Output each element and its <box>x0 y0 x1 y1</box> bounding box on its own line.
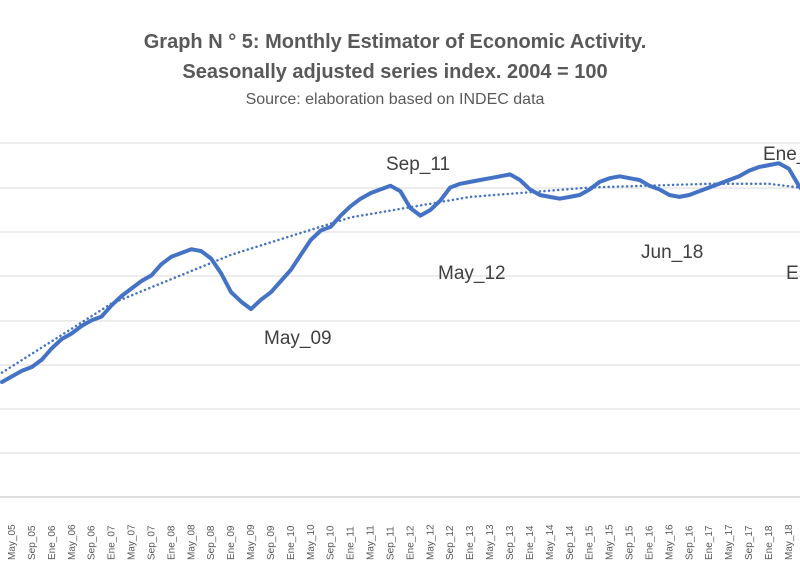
x-tick-label: Ene_13 <box>465 525 476 560</box>
x-tick-label: May_05 <box>7 524 18 560</box>
x-tick-label: Sep_09 <box>266 525 277 560</box>
x-tick-label: Sep_10 <box>326 525 337 560</box>
x-tick-label: Sep_13 <box>505 525 516 560</box>
x-tick-label: May_12 <box>425 524 436 560</box>
x-tick-label: May_06 <box>67 524 78 560</box>
x-axis-ticks: May_05 Sep_05 Ene_06 May_06 Sep_06 Ene_07 May_… <box>7 524 795 560</box>
x-tick-label: Sep_14 <box>565 525 576 560</box>
x-tick-label: May_07 <box>127 524 138 560</box>
annotation-label: May_09 <box>264 328 332 349</box>
x-tick-label: May_16 <box>664 524 675 560</box>
x-tick-label: Sep_08 <box>206 525 217 560</box>
x-tick-label: Ene_18 <box>764 525 775 560</box>
x-tick-label: Ene_08 <box>166 525 177 560</box>
x-tick-label: May_15 <box>605 524 616 560</box>
annotation-label: Ene_ <box>763 144 800 165</box>
x-tick-label: Ene_14 <box>525 525 536 560</box>
x-tick-label: Sep_15 <box>625 525 636 560</box>
chart-subtitle: Source: elaboration based on INDEC data <box>245 91 545 108</box>
x-tick-label: Sep_05 <box>27 525 38 560</box>
x-tick-label: Ene_07 <box>107 525 118 560</box>
x-tick-label: Sep_07 <box>146 525 157 560</box>
x-tick-label: Ene_11 <box>346 526 357 560</box>
x-tick-label: May_10 <box>306 524 317 560</box>
x-tick-label: Sep_16 <box>684 525 695 560</box>
annotation-label: E <box>786 263 799 284</box>
gridlines <box>0 142 800 498</box>
x-tick-label: May_08 <box>186 524 197 560</box>
x-tick-label: May_13 <box>485 524 496 560</box>
x-tick-label: May_09 <box>246 524 257 560</box>
x-tick-label: Ene_10 <box>286 525 297 560</box>
x-tick-label: Sep_17 <box>744 525 755 560</box>
x-tick-label: Ene_17 <box>704 525 715 560</box>
x-tick-label: Ene_06 <box>47 525 58 560</box>
x-tick-label: May_18 <box>784 524 795 560</box>
x-tick-label: May_14 <box>545 524 556 560</box>
chart-title-line-1: Graph N ° 5: Monthly Estimator of Econom… <box>143 31 647 53</box>
annotation-label: Jun_18 <box>641 242 703 263</box>
x-tick-label: Ene_12 <box>405 525 416 560</box>
x-tick-label: Ene_09 <box>226 525 237 560</box>
x-tick-label: Ene_16 <box>644 525 655 560</box>
x-tick-label: Sep_06 <box>87 525 98 560</box>
series-line <box>0 161 800 384</box>
x-tick-label: May_17 <box>724 524 735 560</box>
x-tick-label: Sep_11 <box>386 526 397 560</box>
annotation-label: May_12 <box>438 263 506 284</box>
x-tick-label: Sep_12 <box>445 525 456 560</box>
annotation-layer: Sep_11 May_09 May_12 Jun_18 Ene_ E <box>264 144 800 349</box>
series-layer <box>0 161 800 384</box>
x-tick-label: May_11 <box>366 525 377 560</box>
x-tick-label: Ene_15 <box>585 525 596 560</box>
chart-title-line-2: Seasonally adjusted series index. 2004 =… <box>182 61 608 83</box>
annotation-label: Sep_11 <box>386 154 450 175</box>
trendline-layer <box>0 182 800 374</box>
trendline <box>0 182 800 374</box>
